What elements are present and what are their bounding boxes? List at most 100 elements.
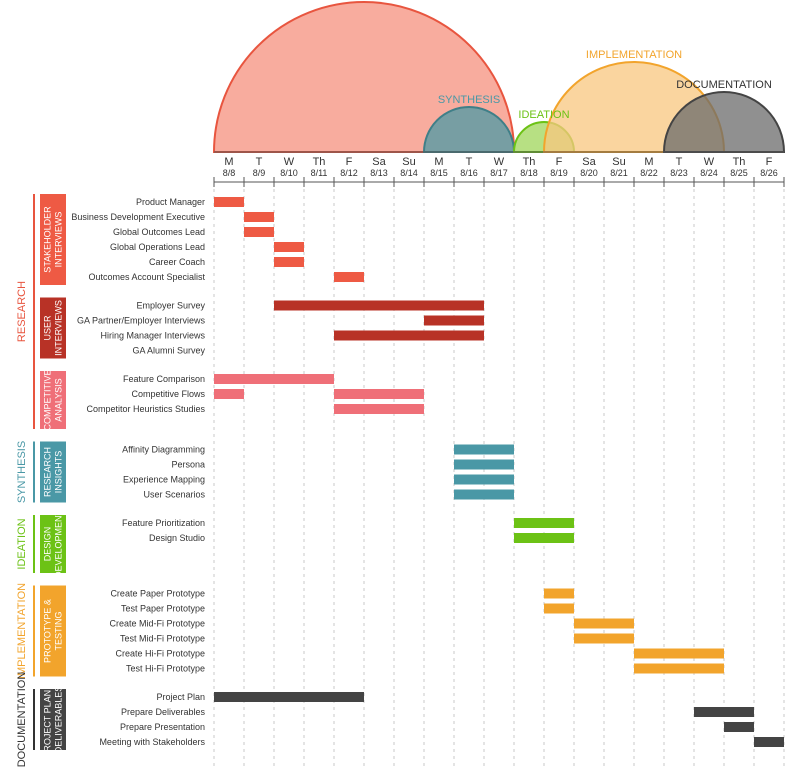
day-letter: Th [733,156,746,168]
phase-dome-label-synthesis: SYNTHESIS [438,94,500,106]
task-bar [214,389,244,399]
task-bar [244,212,274,222]
day-date: 8/15 [430,168,448,178]
group-label-line: INSIGHTS [54,451,64,494]
task-label: Affinity Diagramming [122,445,205,455]
day-letter: Sa [582,156,596,168]
day-letter: Su [612,156,625,168]
day-date: 8/19 [550,168,568,178]
group-label: DESIGNDEVELOPMENT [43,509,64,578]
phase-side-label-ideation: IDEATION [16,518,28,569]
group-box-prototype-testing [40,585,66,677]
task-label: User Scenarios [143,490,205,500]
group-label-line: TESTING [54,611,64,650]
task-label: Global Outcomes Lead [113,227,205,237]
task-bar [574,633,634,644]
phase-dome-label-ideation: IDEATION [518,109,569,121]
phase-side-label-documentation: DOCUMENTATION [16,672,28,768]
day-letter: W [494,156,505,168]
group-label-line: USER [43,315,53,341]
task-label: Feature Prioritization [122,518,205,528]
phase-dome-research [212,1,516,153]
task-bar [754,737,784,747]
day-date: 8/20 [580,168,598,178]
day-letter: Th [523,156,536,168]
day-letter: Su [402,156,415,168]
task-label: Outcomes Account Specialist [88,272,205,282]
day-date: 8/24 [700,168,718,178]
phase-domes [212,1,786,153]
day-date: 8/10 [280,168,298,178]
task-bar [274,242,304,252]
group-label: RESEARCHINSIGHTS [43,447,64,497]
group-boxes: STAKEHOLDERINTERVIEWS USERINTERVIEWS COMPE… [40,194,66,758]
phase-dome-synthesis [422,106,516,153]
phase-side-label-research: RESEARCH [16,281,28,342]
phase-dome-label-documentation: DOCUMENTATION [676,79,772,91]
task-label: Product Manager [136,197,205,207]
task-bar [634,663,724,674]
group-label-line: ANALYSIS [54,378,64,421]
day-letter: F [766,156,773,168]
task-bar [724,722,754,732]
group-label: COMPETITIVEANALYSIS [43,369,64,430]
day-date: 8/26 [760,168,778,178]
day-letter: Th [313,156,326,168]
phase-dome-label-research: RESEARCH [333,0,394,1]
group-box-design-development [40,515,66,573]
task-bar [334,330,484,341]
task-rows: Product Manager Business Development Exec… [71,197,784,747]
day-letter: F [556,156,563,168]
task-label: Create Hi-Fi Prototype [115,649,205,659]
task-bar [454,444,514,455]
group-label-line: INTERVIEWS [54,300,64,356]
task-label: GA Partner/Employer Interviews [77,316,206,326]
group-label-line: PROTOTYPE & [43,599,53,663]
group-label-line: DELIVERABLES [54,686,64,754]
day-letter: W [284,156,295,168]
day-date: 8/22 [640,168,658,178]
task-label: Create Paper Prototype [110,589,205,599]
task-bar [274,300,484,311]
day-letter: M [434,156,443,168]
day-date: 8/21 [610,168,628,178]
day-letter: T [256,156,263,168]
task-bar [574,618,634,629]
task-label: GA Alumni Survey [132,346,205,356]
task-bar [544,603,574,614]
task-label: Hiring Manager Interviews [100,331,205,341]
phase-side-label-implementation: IMPLEMENTATION [16,583,28,679]
group-label-line: PROJECT PLAN & [43,681,53,757]
group-label: PROTOTYPE &TESTING [43,599,64,663]
day-date: 8/16 [460,168,478,178]
task-label: Business Development Executive [71,212,205,222]
task-bar [334,389,424,399]
day-date: 8/8 [223,168,236,178]
day-letter: F [346,156,353,168]
task-bar [514,533,574,543]
day-date: 8/23 [670,168,688,178]
day-date: 8/11 [311,168,328,178]
day-letter: M [224,156,233,168]
day-date: 8/14 [400,168,418,178]
task-bar [454,489,514,500]
group-label: STAKEHOLDERINTERVIEWS [43,206,64,273]
group-box-competitive-analysis [40,371,66,429]
task-bar [424,315,484,326]
group-label-line: COMPETITIVE [43,369,53,430]
task-label: Competitive Flows [131,389,205,399]
task-bar [334,404,424,414]
task-label: Create Mid-Fi Prototype [109,619,205,629]
day-letter: T [466,156,473,168]
phase-side-labels: RESEARCH SYNTHESIS IDEATION IMPLEMENTATIOND… [16,194,35,768]
task-label: Feature Comparison [123,374,205,384]
task-bar [514,518,574,528]
day-date: 8/12 [340,168,358,178]
day-letter: T [676,156,683,168]
task-label: Test Paper Prototype [121,604,205,614]
task-label: Career Coach [149,257,205,267]
group-label-line: STAKEHOLDER [43,206,53,273]
task-label: Employer Survey [136,301,205,311]
day-letter: Sa [372,156,386,168]
